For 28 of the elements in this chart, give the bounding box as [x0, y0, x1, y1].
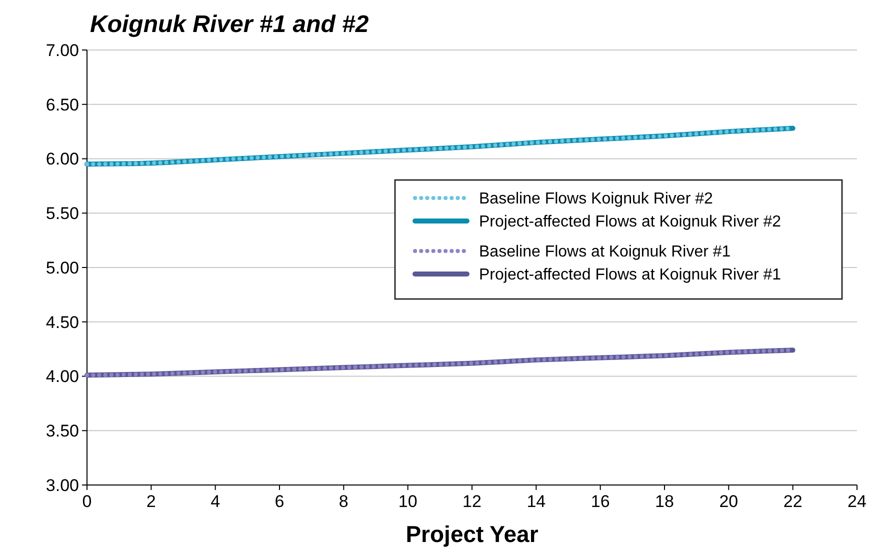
- x-tick-label: 6: [274, 492, 284, 511]
- x-axis-title: Project Year: [406, 521, 538, 547]
- x-tick-label: 16: [590, 492, 610, 511]
- legend-label: Project-affected Flows at Koignuk River #2: [479, 214, 782, 231]
- y-tick-label: 4.00: [46, 367, 79, 386]
- legend-label: Baseline Flows Koignuk River #2: [479, 190, 713, 208]
- x-tick-label: 8: [338, 492, 348, 511]
- x-tick-label: 18: [655, 492, 674, 511]
- x-tick-label: 22: [783, 492, 802, 511]
- y-tick-label: 6.00: [46, 150, 79, 169]
- chart-title: Koignuk River #1 and #2: [90, 11, 370, 38]
- y-tick-label: 4.50: [46, 312, 79, 332]
- x-tick-label: 20: [719, 492, 738, 511]
- x-tick-label: 12: [462, 492, 482, 511]
- x-tick-label: 14: [526, 492, 546, 511]
- x-tick-label: 24: [848, 492, 866, 511]
- y-tick-label: 3.00: [46, 476, 79, 495]
- x-tick-label: 4: [210, 492, 220, 511]
- y-tick-label: 7.00: [46, 40, 79, 60]
- x-tick-label: 0: [82, 492, 92, 511]
- y-tick-label: 5.50: [46, 204, 79, 224]
- legend-label: Project-affected Flows at Koignuk River #1: [479, 266, 782, 284]
- x-tick-label: 10: [398, 492, 418, 511]
- x-tick-label: 2: [146, 492, 156, 511]
- y-tick-label: 3.50: [46, 422, 79, 441]
- y-tick-label: 6.50: [46, 95, 79, 114]
- legend-label: Baseline Flows at Koignuk River #1: [479, 244, 731, 261]
- y-tick-label: 5.00: [46, 258, 79, 278]
